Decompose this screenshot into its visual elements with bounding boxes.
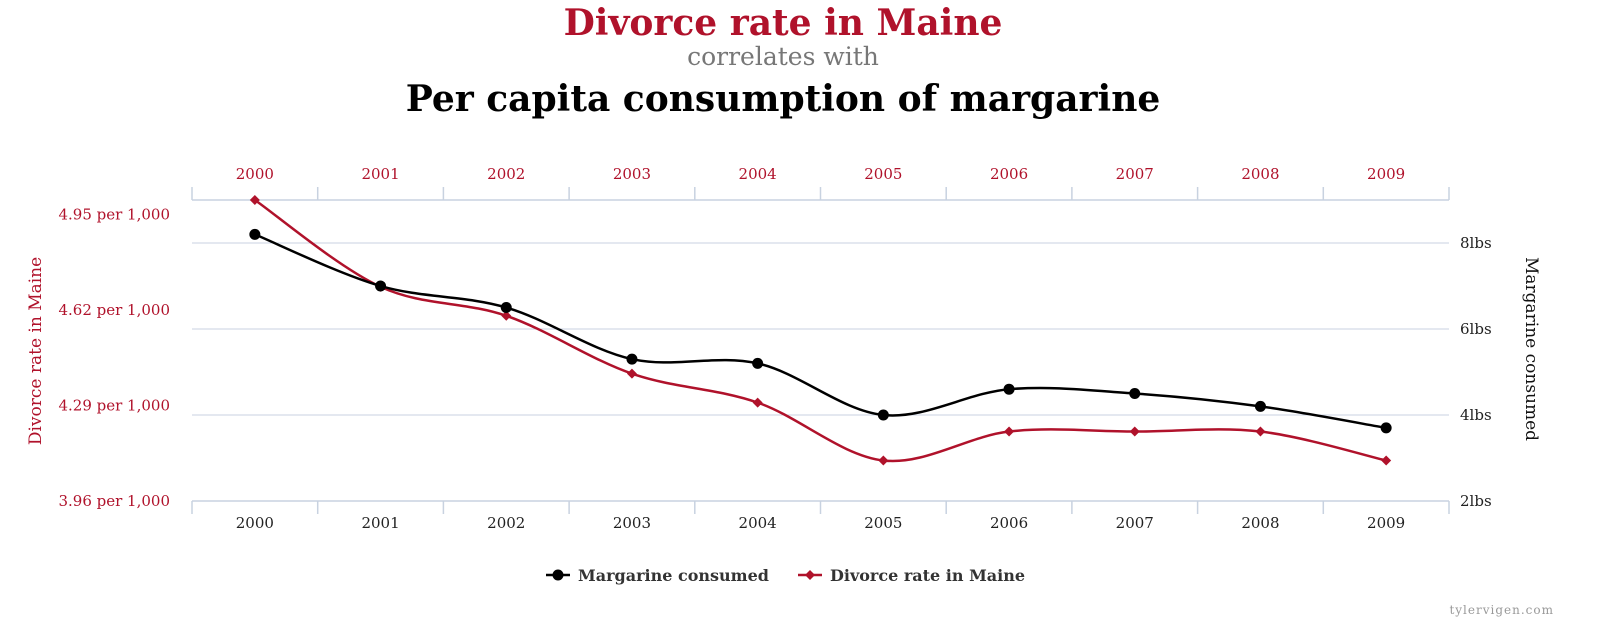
x-tick-label: 2009 (1367, 514, 1405, 532)
data-point (626, 368, 637, 379)
right-tick-label: 8lbs (1460, 234, 1492, 252)
data-point (1254, 400, 1266, 412)
data-point (752, 397, 763, 408)
data-point (1003, 383, 1015, 395)
right-tick-label: 2lbs (1460, 492, 1492, 510)
legend-label-divorce: Divorce rate in Maine (830, 566, 1025, 585)
x-tick-label: 2008 (1241, 514, 1279, 532)
x-tick-label: 2001 (361, 514, 399, 532)
left-tick-label: 4.62 per 1,000 (58, 301, 170, 319)
x-tick-label-top: 2007 (1116, 165, 1154, 183)
left-tick-label: 4.29 per 1,000 (58, 396, 170, 414)
x-tick-label-top: 2006 (990, 165, 1028, 183)
legend-marker-margarine (552, 569, 564, 581)
data-point (1255, 426, 1266, 437)
data-point (878, 455, 889, 466)
series-divorce-rate-in-maine (249, 195, 1392, 466)
data-point (626, 353, 638, 365)
data-point (375, 280, 387, 292)
data-point (752, 357, 764, 369)
right-tick-label: 4lbs (1460, 406, 1492, 424)
x-tick-label-top: 2001 (361, 165, 399, 183)
data-point (1129, 426, 1140, 437)
legend: Margarine consumed Divorce rate in Maine (546, 566, 1025, 585)
data-point (1380, 422, 1392, 434)
x-tick-label: 2003 (613, 514, 651, 532)
x-tick-label-top: 2008 (1241, 165, 1279, 183)
data-point (1004, 426, 1015, 437)
x-tick-label: 2006 (990, 514, 1028, 532)
chart-title: Divorce rate in Maine (563, 2, 1003, 44)
x-tick-label-top: 2003 (613, 165, 651, 183)
legend-marker-divorce (805, 570, 815, 580)
series-margarine-consumed (249, 228, 1392, 434)
right-axis-title: Margarine consumed (1521, 257, 1541, 441)
left-tick-label: 4.95 per 1,000 (58, 205, 170, 223)
watermark: tylervigen.com (1449, 603, 1554, 617)
x-tick-label: 2004 (739, 514, 777, 532)
x-tick-label-top: 2004 (739, 165, 777, 183)
left-tick-label: 3.96 per 1,000 (58, 492, 170, 510)
x-tick-label-top: 2002 (487, 165, 525, 183)
legend-label-margarine: Margarine consumed (578, 566, 769, 585)
series-line (254, 233, 1387, 430)
x-tick-label-top: 2009 (1367, 165, 1405, 183)
series-line (254, 198, 1387, 463)
right-tick-label: 6lbs (1460, 320, 1492, 338)
data-point (1381, 455, 1392, 466)
left-axis-title: Divorce rate in Maine (26, 257, 46, 445)
x-tick-label: 2000 (236, 514, 274, 532)
x-tick-label: 2002 (487, 514, 525, 532)
data-point (501, 310, 512, 321)
chart-title-2: Per capita consumption of margarine (405, 78, 1161, 120)
x-tick-label: 2005 (864, 514, 902, 532)
chart-subtitle: correlates with (687, 42, 879, 71)
x-tick-label: 2007 (1116, 514, 1154, 532)
data-point (1129, 388, 1141, 399)
data-point (249, 195, 260, 205)
data-point (500, 302, 512, 313)
x-tick-label-top: 2005 (864, 165, 902, 183)
data-point (249, 228, 261, 240)
x-tick-label-top: 2000 (236, 165, 274, 183)
data-point (877, 409, 889, 421)
